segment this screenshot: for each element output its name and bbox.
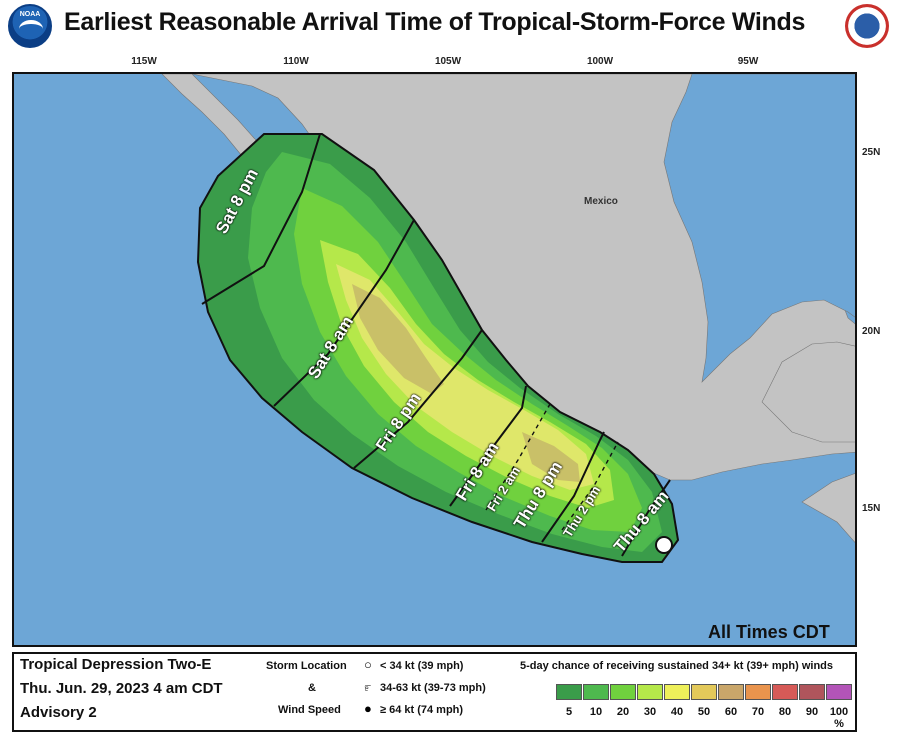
swath-50pct: [352, 284, 444, 394]
advisory-date: Thu. Jun. 29, 2023 4 am CDT: [20, 680, 223, 697]
isochrone-fri-8am: [449, 385, 527, 507]
amp-label: &: [308, 682, 316, 694]
scale-label: 90: [805, 706, 819, 718]
noaa-logo-text: NOAA: [19, 11, 41, 18]
scale-swatch: [583, 684, 609, 700]
isochrone-sat-8am: [273, 219, 415, 407]
scale-swatch: [556, 684, 582, 700]
page-title: Earliest Reasonable Arrival Time of Trop…: [64, 8, 806, 36]
header: NOAA Earliest Reasonable Arrival Time of…: [0, 0, 897, 50]
lat-tick-25n: 25N: [862, 147, 881, 158]
map-panel[interactable]: Mexico All Times CDT Sat 8 pm Sat 8 am F…: [12, 72, 857, 647]
land-central-america: [801, 473, 855, 543]
scale-swatch: [745, 684, 771, 700]
td-symbol-icon: ○: [364, 657, 372, 672]
isochrone-sat-8pm: [201, 133, 321, 305]
swath-40pct: [336, 264, 594, 490]
wind-cat2: 34-63 kt (39-73 mph): [380, 682, 486, 694]
storm-location-marker[interactable]: [655, 536, 673, 554]
scale-label: 5: [565, 706, 573, 718]
isochrone-thu-8pm: [541, 431, 605, 543]
land-yucatan: [761, 341, 855, 443]
scale-swatch: [718, 684, 744, 700]
scale-swatch: [664, 684, 690, 700]
lon-tick-100w: 100W: [586, 56, 614, 67]
scale-label: 10: [589, 706, 603, 718]
all-times-label: All Times CDT: [708, 622, 830, 642]
wind-speed-label: Wind Speed: [278, 704, 341, 716]
scale-swatch: [637, 684, 663, 700]
scale-swatch: [691, 684, 717, 700]
legend-panel: Tropical Depression Two-E Thu. Jun. 29, …: [12, 652, 857, 732]
storm-location-label: Storm Location: [266, 660, 347, 672]
scale-label: 70: [751, 706, 765, 718]
advisory-number: Advisory 2: [20, 704, 97, 721]
chance-title: 5-day chance of receiving sustained 34+ …: [520, 660, 833, 672]
lon-tick-110w: 110W: [283, 56, 309, 67]
lat-tick-20n: 20N: [862, 326, 881, 337]
scale-label: 20: [616, 706, 630, 718]
country-label-mexico: Mexico: [584, 196, 618, 207]
storm-name: Tropical Depression Two-E: [20, 656, 212, 673]
scale-label: 40: [670, 706, 684, 718]
isochrone-fri-8pm: [353, 329, 483, 469]
scale-label: 80: [778, 706, 792, 718]
nws-logo: [845, 4, 889, 48]
scale-label: 100 %: [829, 706, 849, 730]
scale-label: 30: [643, 706, 657, 718]
scale-swatch: [610, 684, 636, 700]
wind-cat1: < 34 kt (39 mph): [380, 660, 464, 672]
noaa-bird-icon: [19, 20, 43, 38]
lon-tick-105w: 105W: [434, 56, 462, 67]
isochrone-fri-2am: [485, 403, 551, 511]
lat-tick-15n: 15N: [862, 503, 881, 514]
scale-swatch: [772, 684, 798, 700]
isochrone-dashed-lines: [485, 403, 619, 531]
lon-tick-115w: 115W: [131, 56, 157, 67]
isochrone-thu-2pm: [561, 441, 619, 531]
wind-cat3: ≥ 64 kt (74 mph): [380, 704, 464, 716]
lon-tick-95w: 95W: [737, 56, 759, 67]
swath-50pct-east: [522, 432, 580, 482]
map-canvas: [14, 74, 855, 645]
ts-symbol-icon: ೯: [364, 679, 372, 694]
isochrone-thu-8am: [621, 479, 671, 557]
scale-swatch: [826, 684, 852, 700]
scale-label: 50: [697, 706, 711, 718]
gulf-of-mexico: [663, 74, 855, 383]
isochrone-lines: [201, 133, 671, 557]
hurricane-symbol-icon: ●: [364, 701, 372, 716]
scale-swatch: [799, 684, 825, 700]
noaa-logo: NOAA: [8, 4, 52, 48]
scale-label: 60: [724, 706, 738, 718]
